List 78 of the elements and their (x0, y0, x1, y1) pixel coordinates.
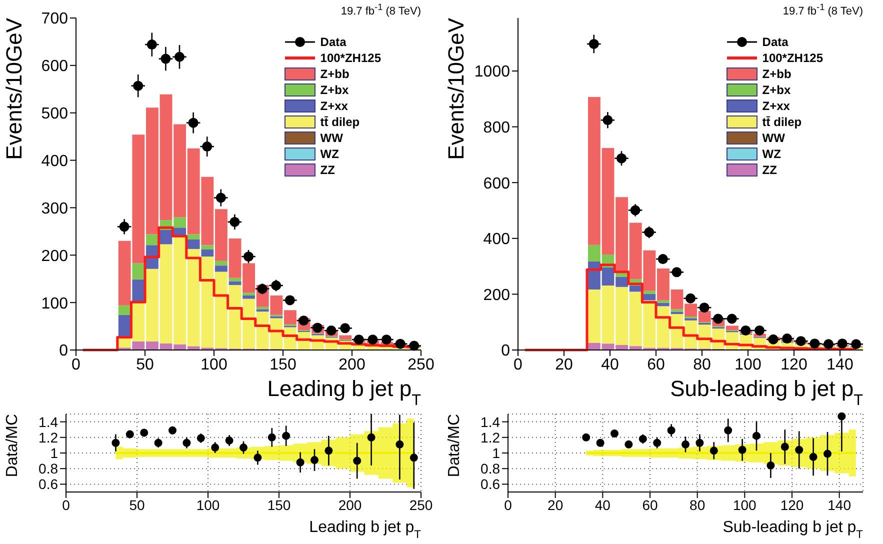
y-tick-label: 1000 (474, 64, 510, 81)
y-tick-label: 1 (50, 444, 58, 461)
y-tick-label: 0.6 (480, 476, 500, 492)
x-tick-label: 80 (693, 356, 711, 374)
text: 19.7 fb$^{-1}$ (8 TeV) (782, 2, 863, 18)
x-tick-label: 140 (826, 356, 854, 374)
y-tick-label: 800 (483, 119, 510, 136)
y-tick-label: 0.8 (480, 460, 500, 477)
y-tick-label: 700 (41, 10, 68, 28)
legend-label: WZ (320, 147, 339, 161)
x-tick-label: 250 (409, 496, 433, 513)
x-tick-label: 120 (780, 356, 808, 374)
legend-label: tt̄ dilep (320, 115, 360, 129)
x-tick-label: 60 (647, 356, 665, 374)
y-tick-label: 300 (41, 200, 68, 218)
legend-label: Z+xx (762, 99, 790, 113)
y-axis-title: Events/10GeV (444, 18, 469, 160)
x-tick-label: 120 (780, 496, 804, 513)
text: 19.7 fb$^{-1}$ (8 TeV) (340, 2, 421, 18)
legend-label: Data (762, 35, 788, 49)
x-tick-label: 250 (408, 356, 434, 374)
x-axis-title: Sub-leading b jet p$_{T}$ (722, 519, 864, 541)
legend-label: 100*ZH125 (762, 51, 823, 65)
x-tick-label: 40 (594, 496, 611, 513)
x-tick-label: 100 (732, 496, 757, 513)
x-tick-label: 0 (514, 356, 523, 374)
y-tick-label: 0.6 (38, 476, 58, 492)
legend-label: ZZ (762, 163, 777, 177)
legend-label: WW (320, 131, 343, 145)
x-tick-label: 200 (338, 496, 362, 513)
y-tick-label: 0 (59, 342, 68, 360)
legend-label: Z+xx (320, 99, 348, 113)
x-tick-label: 40 (601, 356, 619, 374)
legend-label: Z+bx (320, 83, 349, 97)
legend-label: tt̄ dilep (762, 115, 802, 129)
legend-label: ZZ (320, 163, 335, 177)
x-tick-label: 150 (267, 496, 291, 513)
y-tick-label: 1 (492, 444, 500, 461)
x-tick-label: 100 (200, 356, 228, 374)
x-tick-label: 140 (828, 496, 852, 513)
x-tick-label: 20 (548, 496, 564, 513)
y-tick-label: 0.8 (38, 460, 58, 477)
y-tick-label: 200 (483, 286, 510, 304)
x-tick-label: 0 (72, 356, 81, 374)
x-axis-title: Leading b jet p$_{T}$ (309, 519, 422, 541)
y-tick-label: 400 (41, 152, 68, 170)
x-tick-label: 50 (136, 356, 154, 374)
x-tick-label: 60 (642, 496, 658, 513)
y-tick-label: 200 (41, 248, 68, 265)
x-axis-title: Sub-leading b jet p$_{T}$ (670, 376, 864, 408)
legend-label: Z+bb (762, 67, 792, 81)
y-tick-label: 0 (501, 342, 510, 360)
y-tick-label: 400 (483, 231, 510, 248)
legend-label: Data (320, 35, 346, 49)
y-tick-label: 600 (483, 175, 510, 192)
legend-label: Z+bb (320, 67, 350, 81)
legend-label: WZ (762, 147, 781, 161)
x-tick-label: 150 (270, 356, 296, 374)
x-tick-label: 20 (555, 356, 573, 374)
legend-label: WW (762, 131, 785, 145)
y-tick-label: 1.2 (480, 429, 500, 446)
legend-label: Z+bx (762, 83, 791, 97)
x-tick-label: 50 (129, 496, 145, 513)
y-tick-label: 500 (41, 106, 68, 123)
y-axis-title: Events/10GeV (2, 18, 27, 160)
y-axis-title: Data/MC (4, 414, 21, 478)
x-tick-label: 100 (734, 356, 762, 374)
x-tick-label: 80 (690, 496, 706, 513)
x-axis-title: Leading b jet p$_{T}$ (267, 376, 422, 408)
legend-label: 100*ZH125 (320, 51, 381, 65)
y-tick-label: 1.2 (38, 429, 58, 446)
y-tick-label: 1.4 (480, 414, 500, 430)
y-axis-title: Data/MC (446, 414, 463, 478)
x-tick-label: 100 (196, 496, 220, 513)
y-tick-label: 600 (41, 58, 68, 76)
y-tick-label: 100 (41, 295, 68, 312)
x-tick-label: 200 (338, 356, 366, 374)
y-tick-label: 1.4 (38, 414, 58, 430)
